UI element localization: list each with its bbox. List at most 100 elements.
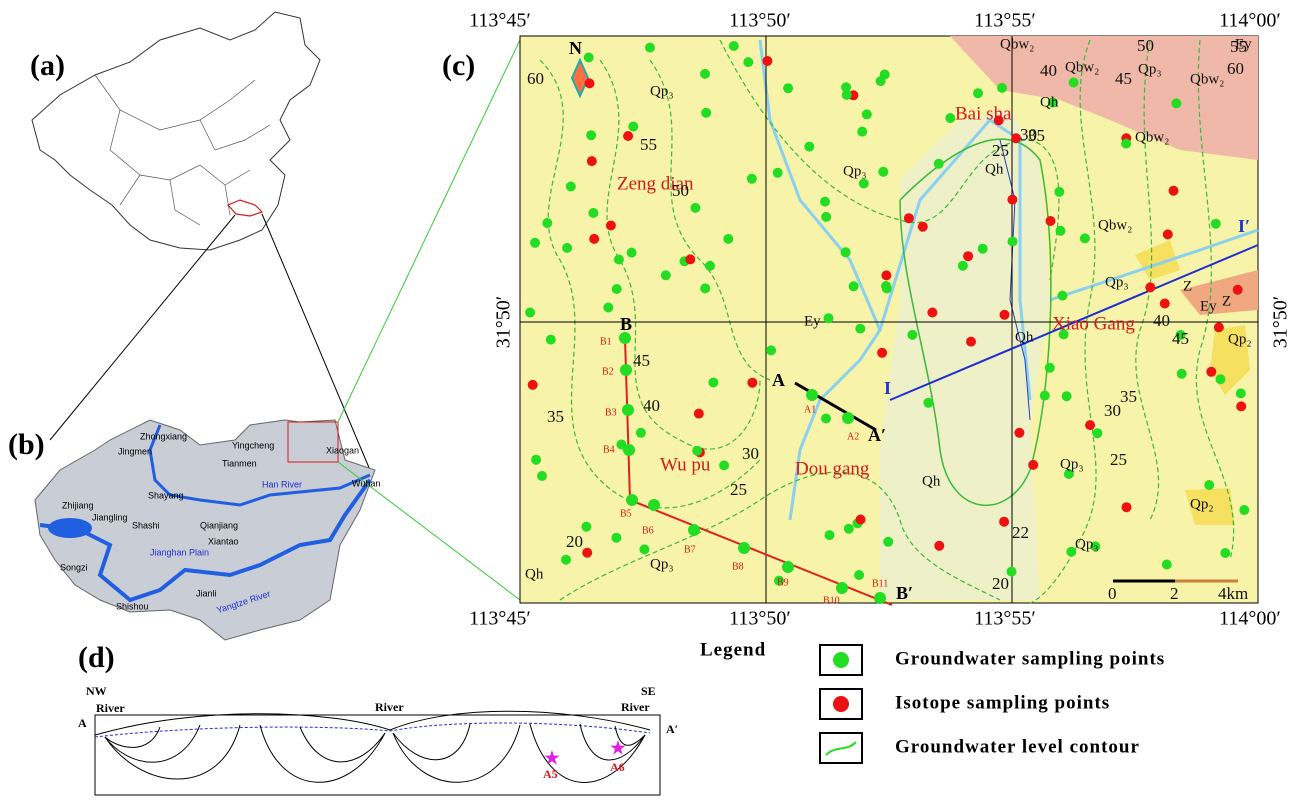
groundwater-point xyxy=(546,335,556,345)
groundwater-point xyxy=(531,455,541,465)
region-name: Jianghan Plain xyxy=(150,547,209,557)
groundwater-point xyxy=(537,471,547,481)
groundwater-point xyxy=(723,234,733,244)
geology-unit: Z xyxy=(1183,278,1192,294)
groundwater-point xyxy=(923,398,933,408)
geology-unit: Qp₃ xyxy=(1075,536,1099,552)
river-label: River xyxy=(375,700,404,714)
groundwater-point xyxy=(1211,219,1221,229)
section-label: I′ xyxy=(1238,216,1250,236)
groundwater-point xyxy=(688,524,700,536)
groundwater-point xyxy=(1069,78,1079,88)
groundwater-point xyxy=(773,168,783,178)
contour-label: 45 xyxy=(1115,69,1132,88)
section-label: A1 xyxy=(804,404,816,415)
section-end: A xyxy=(78,716,87,730)
sample-label: B1 xyxy=(600,336,612,347)
groundwater-point xyxy=(1092,428,1102,438)
isotope-point xyxy=(685,254,695,264)
groundwater-point xyxy=(821,212,831,222)
groundwater-point xyxy=(1008,237,1018,247)
place-name: Jianli xyxy=(196,588,217,598)
isotope-point xyxy=(1169,186,1179,196)
place-name: Yingcheng xyxy=(232,440,274,450)
contour-label: 40 xyxy=(1153,311,1170,330)
groundwater-point xyxy=(883,537,893,547)
groundwater-point xyxy=(836,582,848,594)
geology-unit: Ey xyxy=(804,313,821,329)
groundwater-point xyxy=(825,530,835,540)
legend-title: Legend xyxy=(700,639,766,660)
groundwater-point xyxy=(841,247,851,257)
geology-unit: Qh xyxy=(1040,94,1059,110)
place-name: Qianjiang xyxy=(200,520,238,530)
isotope-point xyxy=(585,78,595,88)
isotope-point xyxy=(904,213,914,223)
isotope-point xyxy=(963,251,973,261)
isotope-point xyxy=(1122,502,1132,512)
groundwater-point xyxy=(628,122,638,132)
isotope-point xyxy=(1206,367,1216,377)
geology-unit: Qbw₂ xyxy=(1098,217,1132,233)
geology-unit: Qp₃ xyxy=(650,556,674,572)
contour-label: 35 xyxy=(1120,387,1137,406)
groundwater-point xyxy=(1056,226,1066,236)
isotope-point xyxy=(856,515,866,525)
groundwater-point xyxy=(1220,548,1230,558)
isotope-point xyxy=(1028,460,1038,470)
groundwater-point xyxy=(978,244,988,254)
contour-label: 60 xyxy=(527,69,544,88)
groundwater-point xyxy=(934,159,944,169)
groundwater-point xyxy=(997,83,1007,93)
geology-unit: Qp₂ xyxy=(1228,331,1252,347)
town-name: Dou gang xyxy=(795,458,870,479)
groundwater-point xyxy=(661,270,671,280)
groundwater-point xyxy=(1057,291,1067,301)
scale-label: 2 xyxy=(1170,584,1179,603)
river-label: River xyxy=(96,701,125,715)
groundwater-point xyxy=(542,218,552,228)
groundwater-point xyxy=(645,43,655,53)
sample-label: B7 xyxy=(684,544,696,555)
groundwater-point xyxy=(855,324,865,334)
isotope-point xyxy=(1000,310,1010,320)
groundwater-point xyxy=(1121,139,1131,149)
section-label: B xyxy=(620,314,632,334)
legend-swatch xyxy=(833,696,849,712)
groundwater-point xyxy=(945,113,955,123)
groundwater-point xyxy=(958,261,968,271)
groundwater-point xyxy=(611,533,621,543)
legend-label: Groundwater sampling points xyxy=(895,648,1165,669)
geology-unit: Qp₃ xyxy=(1138,61,1162,77)
panel-label: (c) xyxy=(442,49,475,82)
longitude-label: 113°45′ xyxy=(469,608,531,630)
isotope-point xyxy=(747,378,757,388)
north-label: N xyxy=(569,38,582,58)
groundwater-point xyxy=(612,284,622,294)
groundwater-point xyxy=(862,109,872,119)
contour-label: 60 xyxy=(1227,59,1244,78)
groundwater-point xyxy=(782,561,794,573)
sample-label: B4 xyxy=(603,444,615,455)
place-name: Jingmen xyxy=(118,446,152,456)
groundwater-point xyxy=(854,570,864,580)
zoom-line xyxy=(50,215,235,440)
groundwater-point xyxy=(1204,480,1214,490)
isotope-point xyxy=(1236,401,1246,411)
contour-label: 55 xyxy=(1230,37,1247,56)
town-name: Bai sha xyxy=(955,103,1012,124)
town-name: Xiao Gang xyxy=(1052,313,1135,334)
figure: ★ ★ (a)(b)(c)(d)ZhongxiangJingmenYingche… xyxy=(0,0,1301,801)
groundwater-point xyxy=(874,592,886,604)
isotope-point xyxy=(582,548,592,558)
groundwater-point xyxy=(907,330,917,340)
groundwater-point xyxy=(747,174,757,184)
sample-label: B8 xyxy=(732,561,744,572)
section-frame xyxy=(95,715,660,795)
panel-label: (a) xyxy=(30,49,65,82)
latitude-label: 31°50′ xyxy=(1270,296,1292,348)
zoom-line xyxy=(338,40,520,422)
groundwater-point xyxy=(701,108,711,118)
section-label: A′ xyxy=(868,425,886,445)
scale-label: 4km xyxy=(1218,584,1248,603)
